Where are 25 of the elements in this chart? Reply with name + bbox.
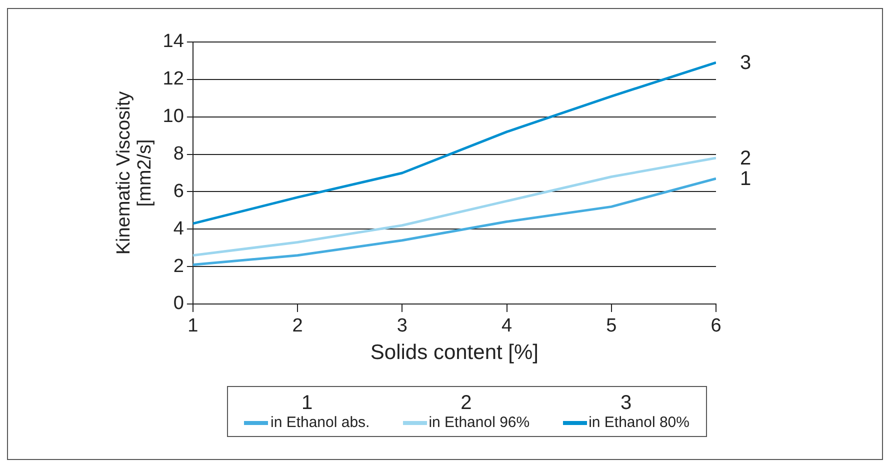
x-tick-label: 2 [292,316,303,337]
text: 1 [740,168,752,190]
text: 3 [740,52,752,74]
x-tick-label: 5 [606,316,617,337]
text: 3 [620,392,632,414]
x-tick-label: 4 [501,316,512,337]
y-tick-label: 6 [173,180,184,202]
x-tick-label: 6 [710,316,722,337]
y-tick-label: 12 [162,68,184,90]
y-tick-label: 14 [162,31,184,52]
y-tick-label: 4 [173,218,184,240]
text: 2 [460,392,472,414]
legend-label: in Ethanol abs. [270,414,370,431]
x-tick-label: 3 [396,316,408,337]
y-tick-label: 8 [173,144,184,165]
y-tick-label: 0 [173,293,184,314]
y-tick-label: 2 [173,256,184,277]
text: 2 [740,148,752,170]
y-axis-title: Kinematic Viscosity [mm2/s] [114,90,156,255]
x-tick-label: 1 [188,316,198,337]
legend-label: in Ethanol 80% [588,414,690,431]
x-axis-title: Solids content [%] [370,341,539,364]
legend-label: in Ethanol 96% [428,414,530,431]
y-tick-label: 10 [162,106,184,128]
text: 1 [302,392,313,414]
